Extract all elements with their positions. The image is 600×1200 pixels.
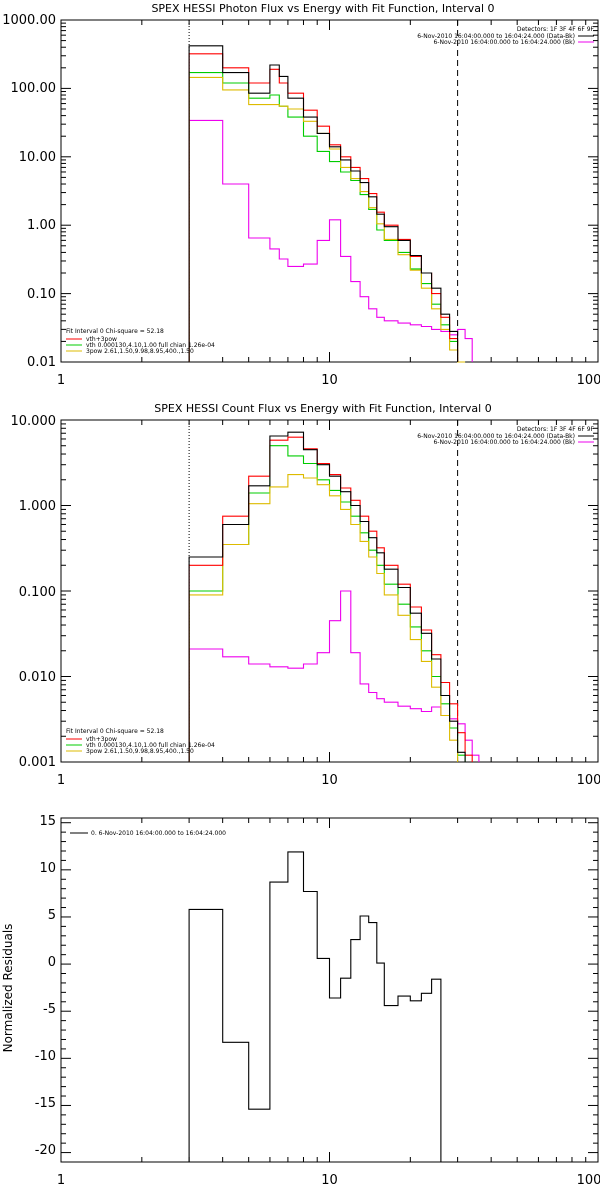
count-x-tick-labels: 1 10 100 bbox=[57, 773, 600, 788]
y-tick-label: 10 bbox=[39, 861, 56, 876]
photon-legend-right: Detectors: 1F 3F 4F 6F 9F 6-Nov-2010 16:… bbox=[417, 26, 594, 46]
series-vth-3pow bbox=[188, 53, 459, 362]
legend-entry-vth: vth 0.000130,4.10,1.00 full chian 1.26e-… bbox=[86, 342, 215, 349]
y-tick-label: -5 bbox=[43, 1002, 56, 1017]
count-series bbox=[188, 420, 480, 762]
legend-fit-title: Fit Interval 0 Chi-square = 52.18 bbox=[66, 728, 164, 735]
y-tick-label: 0.01 bbox=[27, 355, 56, 370]
y-tick-label: 1000.00 bbox=[2, 13, 56, 28]
count-legend-right: Detectors: 1F 3F 4F 6F 9F 6-Nov-2010 16:… bbox=[417, 426, 594, 446]
legend-entry-residuals: 0. 6-Nov-2010 16:04:00.000 to 16:04:24.0… bbox=[91, 830, 226, 837]
residuals-panel: Normalized Residuals 15 10 5 0 -5 -10 -1… bbox=[1, 814, 600, 1188]
photon-legend-left: Fit Interval 0 Chi-square = 52.18 vth+3p… bbox=[66, 328, 215, 355]
legend-entry-pow: 3pow 2.61,1.50,9.98,8.95,400.,1.50 bbox=[86, 748, 194, 755]
y-tick-label: -15 bbox=[35, 1096, 56, 1111]
y-tick-label: 15 bbox=[39, 814, 56, 829]
series-data-bk bbox=[188, 45, 459, 362]
x-tick-label: 1 bbox=[57, 373, 65, 388]
count-chart-title: SPEX HESSI Count Flux vs Energy with Fit… bbox=[154, 402, 491, 415]
legend-entry-vth: vth 0.000130,4.10,1.00 full chian 1.26e-… bbox=[86, 742, 215, 749]
x-tick-label: 100 bbox=[577, 1173, 600, 1188]
count-legend-left: Fit Interval 0 Chi-square = 52.18 vth+3p… bbox=[66, 728, 215, 755]
legend-detectors: Detectors: 1F 3F 4F 6F 9F bbox=[517, 426, 595, 433]
y-tick-label: 0.010 bbox=[19, 670, 56, 685]
residuals-legend: 0. 6-Nov-2010 16:04:00.000 to 16:04:24.0… bbox=[70, 830, 226, 837]
x-tick-label: 100 bbox=[577, 773, 600, 788]
y-tick-label: -20 bbox=[35, 1143, 56, 1158]
series-bk bbox=[188, 119, 473, 362]
photon-chart-title: SPEX HESSI Photon Flux vs Energy with Fi… bbox=[151, 2, 494, 15]
legend-entry-pow: 3pow 2.61,1.50,9.98,8.95,400.,1.50 bbox=[86, 348, 194, 355]
photon-flux-panel: SPEX HESSI Photon Flux vs Energy with Fi… bbox=[2, 2, 600, 388]
y-tick-label: 10.00 bbox=[19, 150, 56, 165]
series-data-bk bbox=[188, 431, 466, 762]
legend-entry-data: 6-Nov-2010 16:04:00.000 to 16:04:24.000 … bbox=[417, 33, 575, 40]
series-vth-3pow bbox=[188, 436, 473, 762]
photon-plot-frame bbox=[60, 19, 599, 363]
y-tick-label: 0.001 bbox=[19, 755, 56, 770]
series-vth bbox=[188, 445, 466, 762]
legend-fit-title: Fit Interval 0 Chi-square = 52.18 bbox=[66, 328, 164, 335]
legend-entry-data: 6-Nov-2010 16:04:00.000 to 16:04:24.000 … bbox=[417, 433, 575, 440]
y-tick-label: 0.100 bbox=[19, 585, 56, 600]
x-tick-label: 10 bbox=[321, 773, 338, 788]
count-flux-panel: SPEX HESSI Count Flux vs Energy with Fit… bbox=[11, 402, 600, 788]
count-grid-ticks bbox=[60, 419, 598, 763]
x-tick-label: 10 bbox=[321, 373, 338, 388]
x-tick-label: 100 bbox=[577, 373, 600, 388]
photon-x-tick-labels: 1 10 100 bbox=[57, 373, 600, 388]
y-tick-label: 10.000 bbox=[11, 414, 57, 429]
y-tick-label: 0.10 bbox=[27, 287, 56, 302]
y-tick-label: 0 bbox=[48, 955, 56, 970]
x-tick-label: 10 bbox=[321, 1173, 338, 1188]
y-tick-label: -10 bbox=[35, 1049, 56, 1064]
photon-grid-ticks bbox=[60, 19, 598, 363]
residuals-y-tick-labels: 15 10 5 0 -5 -10 -15 -20 bbox=[35, 814, 56, 1158]
series-bk bbox=[188, 590, 480, 762]
residuals-series bbox=[188, 851, 442, 1162]
photon-series bbox=[188, 20, 473, 363]
legend-detectors: Detectors: 1F 3F 4F 6F 9F bbox=[517, 26, 595, 33]
residuals-y-axis-label: Normalized Residuals bbox=[1, 924, 15, 1053]
series-3pow bbox=[188, 474, 459, 762]
count-y-tick-labels: 10.000 1.000 0.100 0.010 0.001 bbox=[11, 414, 57, 770]
y-tick-label: 1.00 bbox=[27, 218, 56, 233]
photon-y-tick-labels: 1000.00 100.00 10.00 1.00 0.10 0.01 bbox=[2, 13, 56, 370]
legend-entry-total: vth+3pow bbox=[86, 336, 117, 343]
series-residuals bbox=[188, 851, 442, 1162]
series-3pow bbox=[188, 76, 466, 363]
legend-entry-bk: 6-Nov-2010 16:04:00.000 to 16:04:24.000 … bbox=[433, 39, 575, 46]
x-tick-label: 1 bbox=[57, 773, 65, 788]
residuals-ticks bbox=[60, 818, 598, 1162]
residuals-x-tick-labels: 1 10 100 bbox=[57, 1173, 600, 1188]
y-tick-label: 5 bbox=[48, 908, 56, 923]
series-vth bbox=[188, 72, 466, 363]
legend-entry-total: vth+3pow bbox=[86, 736, 117, 743]
legend-entry-bk: 6-Nov-2010 16:04:00.000 to 16:04:24.000 … bbox=[433, 439, 575, 446]
x-tick-label: 1 bbox=[57, 1173, 65, 1188]
y-tick-label: 100.00 bbox=[11, 81, 57, 96]
y-tick-label: 1.000 bbox=[19, 499, 56, 514]
